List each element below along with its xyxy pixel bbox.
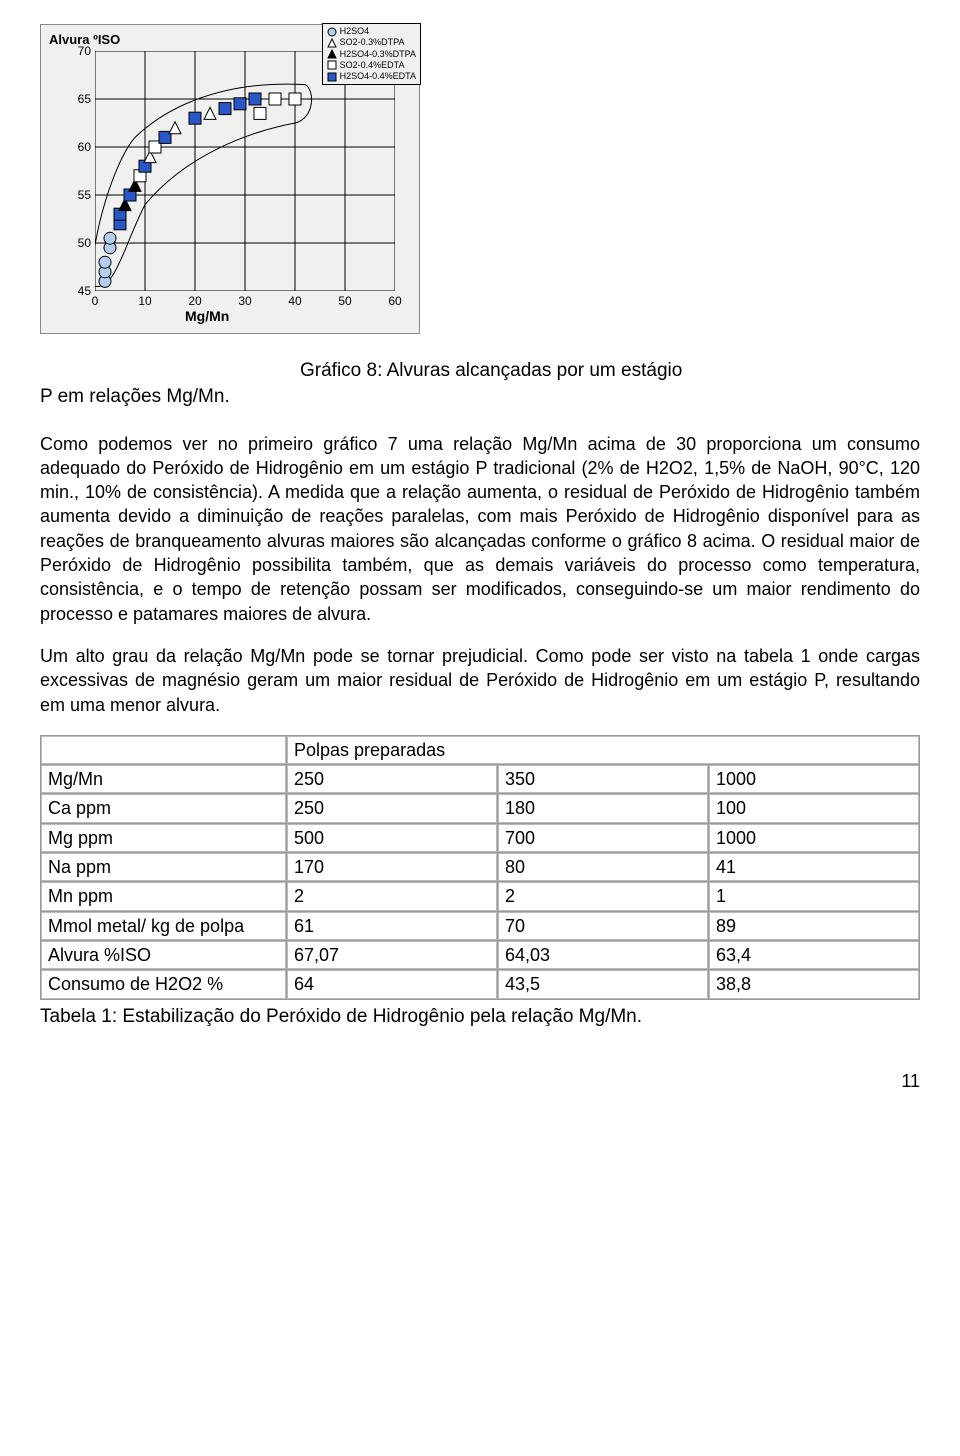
table-cell: 70 [498,912,708,940]
table-cell: 63,4 [709,941,919,969]
table-cell: 89 [709,912,919,940]
table-row: Mmol metal/ kg de polpa617089 [41,912,919,940]
y-tick-label: 60 [71,139,91,155]
x-tick-label: 50 [335,293,355,309]
legend-item: H2SO4-0.3%DTPA [327,49,416,60]
page-number: 11 [40,1069,920,1093]
table-row: Ca ppm250180100 [41,794,919,822]
body-paragraph: Como podemos ver no primeiro gráfico 7 u… [40,432,920,626]
table-cell: Mn ppm [41,882,286,910]
table-cell: 100 [709,794,919,822]
table-cell: 1000 [709,765,919,793]
table-cell: 2 [498,882,708,910]
table-cell: 67,07 [287,941,497,969]
chart-container: Alvura ºISO H2SO4 SO2-0.3%DTPA H2SO4-0.3… [40,24,420,334]
table-cell: 80 [498,853,708,881]
table-row: Mg/Mn2503501000 [41,765,919,793]
table-cell: 61 [287,912,497,940]
table-cell: 38,8 [709,970,919,998]
table-cell: 180 [498,794,708,822]
x-tick-label: 40 [285,293,305,309]
x-tick-label: 0 [85,293,105,309]
body-paragraph: Um alto grau da relação Mg/Mn pode se to… [40,644,920,717]
data-table: Polpas preparadas Mg/Mn2503501000Ca ppm2… [40,735,920,1000]
table-row: Mn ppm221 [41,882,919,910]
legend-label: H2SO4-0.3%DTPA [340,49,416,60]
table-cell: Consumo de H2O2 % [41,970,286,998]
legend-label: SO2-0.4%EDTA [340,60,405,71]
legend-label: H2SO4 [340,26,370,37]
legend-item: SO2-0.3%DTPA [327,37,416,48]
table-row: Consumo de H2O2 %6443,538,8 [41,970,919,998]
legend-item: H2SO4-0.4%EDTA [327,71,416,82]
table-cell: 41 [709,853,919,881]
table-cell: 500 [287,824,497,852]
legend-label: H2SO4-0.4%EDTA [340,71,416,82]
caption-right: Gráfico 8: Alvuras alcançadas por um est… [300,358,920,384]
chart-x-axis-label: Mg/Mn [185,307,229,326]
table-cell: Mg/Mn [41,765,286,793]
y-tick-label: 65 [71,91,91,107]
table-cell: Ca ppm [41,794,286,822]
legend-label: SO2-0.3%DTPA [340,37,405,48]
chart-plot-area [95,51,395,291]
table-caption: Tabela 1: Estabilização do Peróxido de H… [40,1004,920,1030]
table-cell: 64,03 [498,941,708,969]
caption-left: P em relações Mg/Mn. [40,386,230,407]
table-row: Na ppm1708041 [41,853,919,881]
table-cell: 1000 [709,824,919,852]
table-cell: 64 [287,970,497,998]
table-cell: 43,5 [498,970,708,998]
table-cell: Mmol metal/ kg de polpa [41,912,286,940]
legend-item: SO2-0.4%EDTA [327,60,416,71]
table-cell: 1 [709,882,919,910]
table-header-span: Polpas preparadas [287,736,919,764]
x-tick-label: 10 [135,293,155,309]
table-row: Alvura %ISO67,0764,0363,4 [41,941,919,969]
table-row: Polpas preparadas [41,736,919,764]
chart-legend: H2SO4 SO2-0.3%DTPA H2SO4-0.3%DTPA SO2-0.… [322,23,421,85]
table-cell: 2 [287,882,497,910]
table-cell: Na ppm [41,853,286,881]
table-cell: Alvura %ISO [41,941,286,969]
table-cell: 350 [498,765,708,793]
x-tick-label: 30 [235,293,255,309]
y-tick-label: 50 [71,235,91,251]
table-cell [41,736,286,764]
y-tick-label: 70 [71,43,91,59]
table-cell: 700 [498,824,708,852]
table-cell: 250 [287,794,497,822]
legend-item: H2SO4 [327,26,416,37]
scatter-chart: Alvura ºISO H2SO4 SO2-0.3%DTPA H2SO4-0.3… [45,29,415,329]
table-row: Mg ppm5007001000 [41,824,919,852]
table-cell: Mg ppm [41,824,286,852]
table-cell: 170 [287,853,497,881]
chart-caption: Gráfico 8: Alvuras alcançadas por um est… [40,358,920,409]
table-cell: 250 [287,765,497,793]
x-tick-label: 60 [385,293,405,309]
y-tick-label: 55 [71,187,91,203]
